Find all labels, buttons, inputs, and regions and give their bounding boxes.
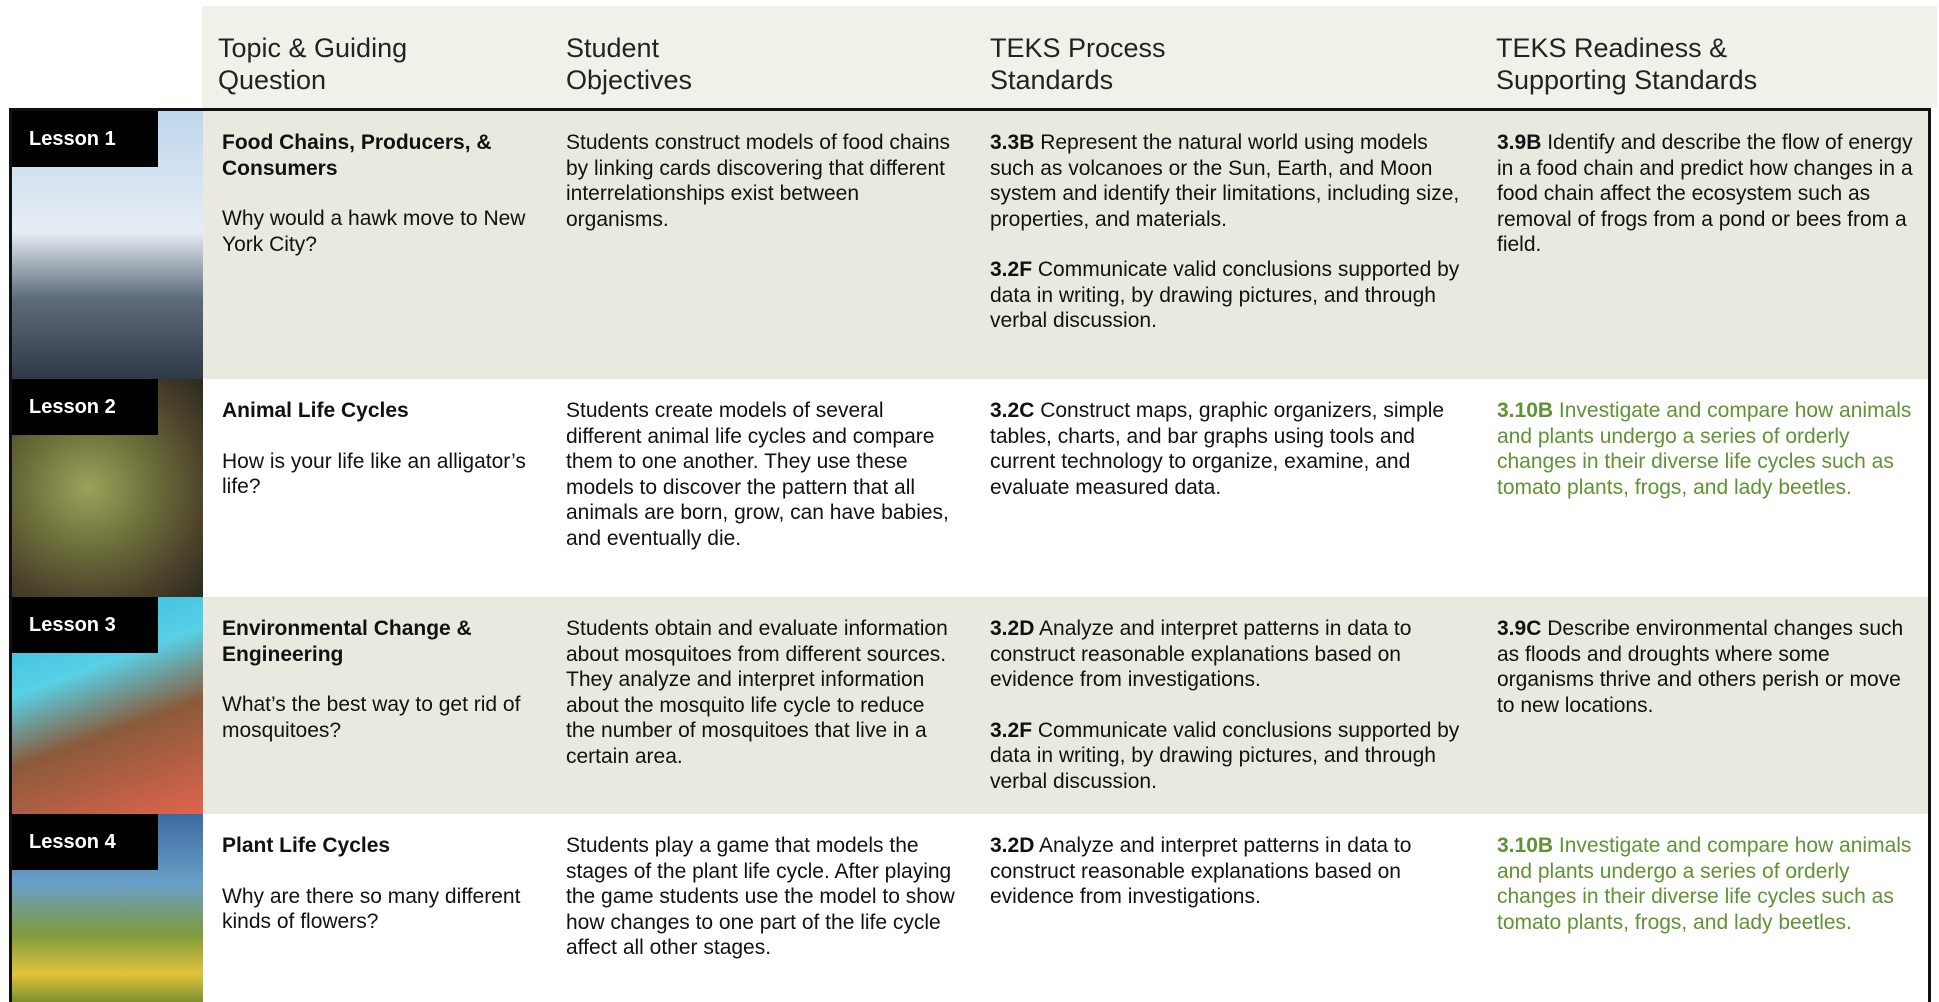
header-row: Topic & Guiding Question Student Objectiv… bbox=[202, 6, 1937, 108]
objectives: Students play a game that models the sta… bbox=[566, 834, 955, 959]
standard-text: Construct maps, graphic organizers, simp… bbox=[990, 399, 1445, 499]
readiness-standards: 3.10B Investigate and compare how animal… bbox=[1497, 833, 1917, 960]
column-header: Topic & Guiding Question bbox=[218, 33, 408, 95]
guiding-question: How is your life like an alligator’s lif… bbox=[222, 449, 526, 499]
topic-title: Food Chains, Producers, & Consumers bbox=[222, 131, 492, 180]
standard: 3.10B Investigate and compare how animal… bbox=[1497, 833, 1917, 935]
readiness-standards: 3.9C Describe environmental changes such… bbox=[1497, 616, 1917, 743]
topic-title: Plant Life Cycles bbox=[222, 834, 391, 857]
lesson-label: Lesson 4 bbox=[12, 814, 158, 870]
standard: 3.10B Investigate and compare how animal… bbox=[1497, 398, 1917, 500]
process-standards: 3.2C Construct maps, graphic organizers,… bbox=[990, 398, 1470, 525]
topic-title: Environmental Change & Engineering bbox=[222, 617, 472, 666]
standard-code: 3.9B bbox=[1497, 131, 1542, 154]
lesson-label: Lesson 3 bbox=[12, 597, 158, 653]
standard-text: Identify and describe the flow of energy… bbox=[1497, 131, 1913, 256]
standard-text: Represent the natural world using models… bbox=[990, 131, 1460, 231]
readiness-standards: 3.10B Investigate and compare how animal… bbox=[1497, 398, 1917, 525]
standard-code: 3.2D bbox=[990, 617, 1035, 640]
process-standards: 3.2D Analyze and interpret patterns in d… bbox=[990, 833, 1470, 935]
standard-code: 3.9C bbox=[1497, 617, 1542, 640]
standard-code: 3.2C bbox=[990, 399, 1035, 422]
topic-title: Animal Life Cycles bbox=[222, 399, 409, 422]
objectives: Students obtain and evaluate information… bbox=[566, 617, 948, 768]
lesson-row: Lesson 2 Animal Life Cycles How is your li… bbox=[12, 379, 1928, 597]
standard: 3.9B Identify and describe the flow of e… bbox=[1497, 130, 1917, 258]
guiding-question: Why are there so many different kinds of… bbox=[222, 884, 521, 934]
lesson-row: Lesson 4 Plant Life Cycles Why are there s… bbox=[12, 814, 1928, 1002]
process-standards: 3.2D Analyze and interpret patterns in d… bbox=[990, 616, 1470, 814]
standard-text: Investigate and compare how animals and … bbox=[1497, 399, 1912, 499]
standard: 3.2F Communicate valid conclusions suppo… bbox=[990, 718, 1470, 795]
standard-text: Communicate valid conclusions supported … bbox=[990, 258, 1460, 332]
process-standards: 3.3B Represent the natural world using m… bbox=[990, 130, 1470, 359]
standard: 3.2D Analyze and interpret patterns in d… bbox=[990, 833, 1470, 910]
standard-text: Analyze and interpret patterns in data t… bbox=[990, 834, 1412, 908]
guiding-question: Why would a hawk move to New York City? bbox=[222, 207, 526, 256]
lesson-row: Lesson 3 Environmental Change & Engineeri… bbox=[12, 597, 1928, 814]
standard: 3.2F Communicate valid conclusions suppo… bbox=[990, 257, 1470, 334]
standard: 3.2D Analyze and interpret patterns in d… bbox=[990, 616, 1470, 693]
standard: 3.9C Describe environmental changes such… bbox=[1497, 616, 1917, 718]
readiness-standards: 3.9B Identify and describe the flow of e… bbox=[1497, 130, 1917, 283]
lesson-label: Lesson 2 bbox=[12, 379, 158, 435]
topic-cell: Food Chains, Producers, & Consumers Why w… bbox=[222, 130, 552, 257]
standard-text: Analyze and interpret patterns in data t… bbox=[990, 617, 1412, 691]
column-header: TEKS Readiness & Supporting Standards bbox=[1496, 33, 1758, 95]
column-header: Student Objectives bbox=[566, 33, 693, 95]
standard-code: 3.2F bbox=[990, 258, 1033, 281]
standard: 3.3B Represent the natural world using m… bbox=[990, 130, 1470, 232]
topic-cell: Environmental Change & Engineering What’s… bbox=[222, 616, 552, 743]
lesson-row: Lesson 1 Food Chains, Producers, & Consum… bbox=[12, 111, 1928, 379]
standard: 3.2C Construct maps, graphic organizers,… bbox=[990, 398, 1470, 500]
standard-code: 3.3B bbox=[990, 131, 1035, 154]
objectives: Students create models of several differ… bbox=[566, 399, 949, 550]
standard-text: Communicate valid conclusions supported … bbox=[990, 718, 1460, 793]
topic-cell: Animal Life Cycles How is your life like … bbox=[222, 398, 552, 500]
standard-code: 3.10B bbox=[1497, 834, 1554, 857]
column-header: TEKS Process Standards bbox=[990, 33, 1166, 95]
objectives: Students construct models of food chains… bbox=[566, 131, 951, 231]
lesson-table: Lesson 1 Food Chains, Producers, & Consum… bbox=[9, 108, 1931, 1002]
topic-cell: Plant Life Cycles Why are there so many d… bbox=[222, 833, 552, 935]
standard-text: Describe environmental changes such as f… bbox=[1497, 617, 1904, 717]
guiding-question: What’s the best way to get rid of mosqui… bbox=[222, 693, 521, 742]
standard-code: 3.2F bbox=[990, 718, 1033, 742]
standard-code: 3.10B bbox=[1497, 399, 1554, 422]
standard-code: 3.2D bbox=[990, 834, 1035, 857]
standard-text: Investigate and compare how animals and … bbox=[1497, 834, 1912, 934]
lesson-label: Lesson 1 bbox=[12, 111, 158, 167]
